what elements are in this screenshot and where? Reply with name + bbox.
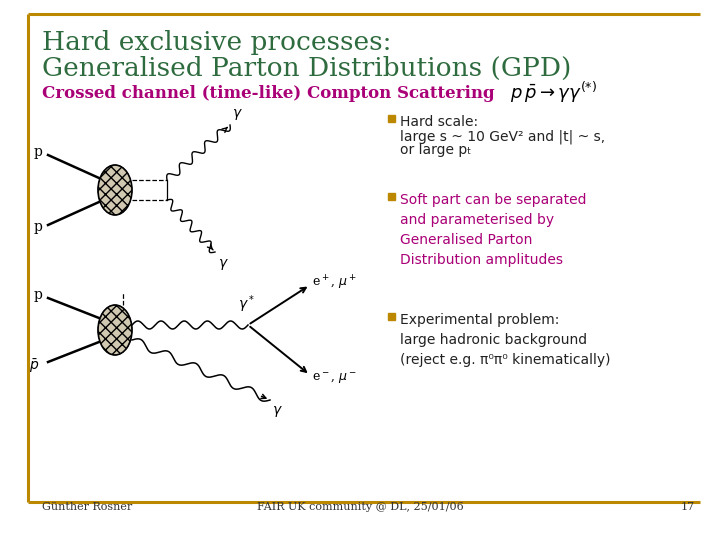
Text: FAIR UK community @ DL, 25/01/06: FAIR UK community @ DL, 25/01/06 — [256, 502, 464, 512]
Text: $\gamma$: $\gamma$ — [272, 404, 283, 419]
Bar — [388, 313, 395, 320]
Text: or large pₜ: or large pₜ — [400, 143, 472, 157]
Text: e$^-$, $\mu^-$: e$^-$, $\mu^-$ — [312, 370, 357, 386]
Text: $\bar{p}$: $\bar{p}$ — [29, 357, 39, 375]
Text: 17: 17 — [681, 502, 695, 512]
Text: $\gamma$: $\gamma$ — [218, 257, 229, 272]
Ellipse shape — [98, 305, 132, 355]
Text: $p\,\bar{p} \rightarrow \gamma\gamma^{(*)}$: $p\,\bar{p} \rightarrow \gamma\gamma^{(*… — [510, 80, 597, 105]
Text: Crossed channel (time-like) Compton Scattering: Crossed channel (time-like) Compton Scat… — [42, 85, 495, 102]
Text: p: p — [34, 220, 42, 234]
Text: large s ~ 10 GeV² and |t| ~ s,: large s ~ 10 GeV² and |t| ~ s, — [400, 129, 605, 144]
Text: p: p — [34, 145, 42, 159]
Text: Günther Rosner: Günther Rosner — [42, 502, 132, 512]
Text: Soft part can be separated
and parameterised by
Generalised Parton
Distribution : Soft part can be separated and parameter… — [400, 193, 587, 267]
Text: e$^+$, $\mu^+$: e$^+$, $\mu^+$ — [312, 274, 357, 292]
Text: Experimental problem:
large hadronic background
(reject e.g. π⁰π⁰ kinematically): Experimental problem: large hadronic bac… — [400, 313, 611, 367]
Bar — [388, 115, 395, 122]
Text: Generalised Parton Distributions (GPD): Generalised Parton Distributions (GPD) — [42, 56, 572, 81]
Text: $\gamma^*$: $\gamma^*$ — [238, 293, 256, 315]
Text: Hard exclusive processes:: Hard exclusive processes: — [42, 30, 392, 55]
Text: Hard scale:: Hard scale: — [400, 115, 478, 129]
Ellipse shape — [98, 165, 132, 215]
Text: $\gamma$: $\gamma$ — [232, 107, 243, 122]
Bar — [388, 193, 395, 200]
Text: p: p — [34, 288, 42, 302]
